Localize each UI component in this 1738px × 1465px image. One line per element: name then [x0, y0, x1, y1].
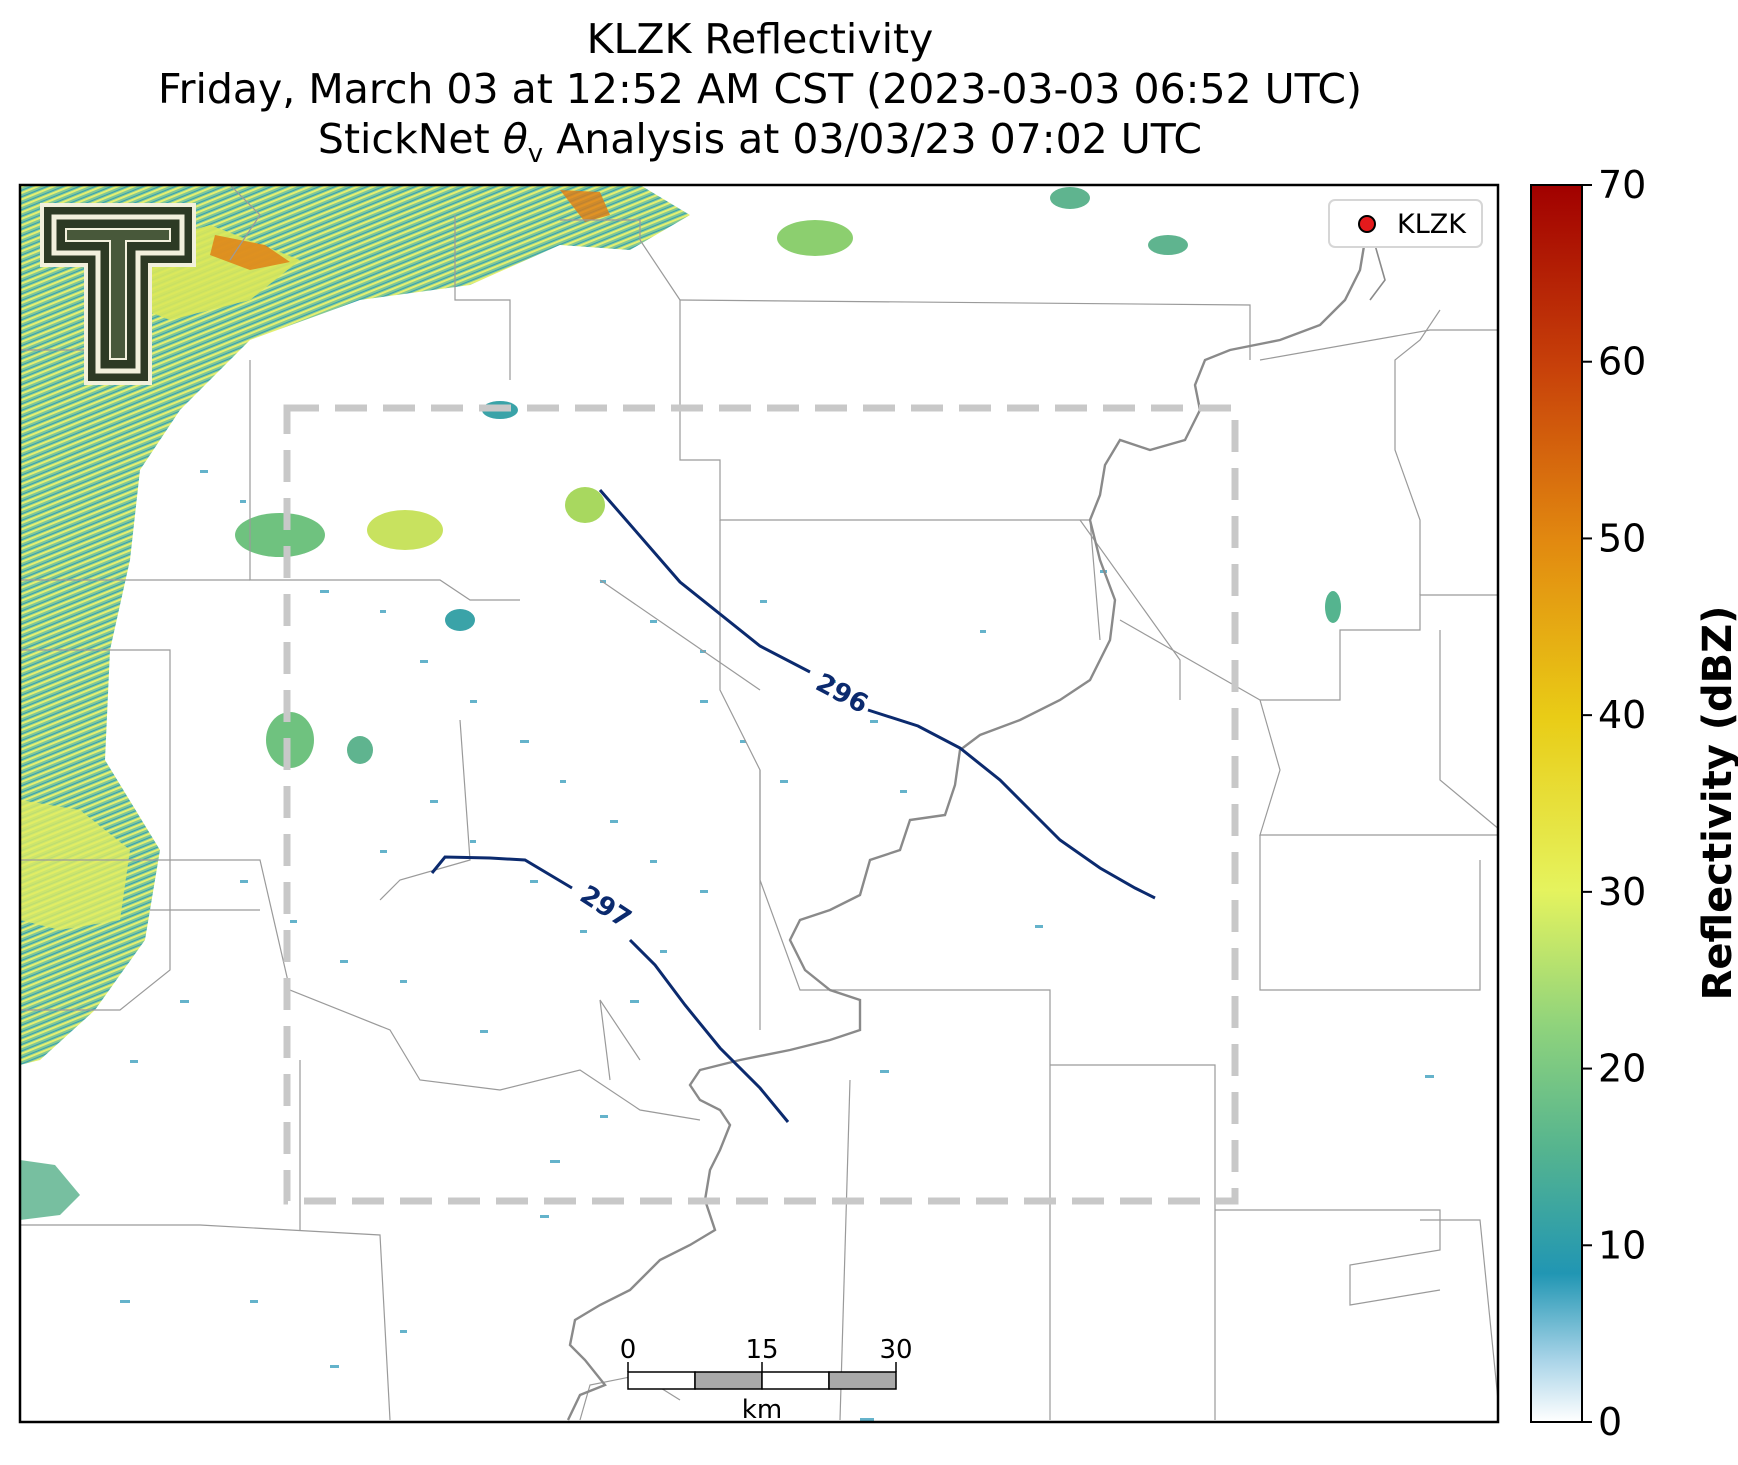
radar-cell: [565, 487, 605, 523]
scale-bar: 0 15 30 km: [620, 1335, 913, 1425]
legend-label: KLZK: [1397, 209, 1467, 240]
map-panel: 296 297 KLZK 0 15 30: [18, 183, 1500, 1425]
colorbar-tick-label: 30: [1598, 870, 1646, 914]
map-legend: KLZK: [1328, 199, 1483, 248]
colorbar-tick-label: 60: [1598, 340, 1646, 384]
klzk-marker-icon: [1358, 215, 1376, 233]
colorbar-tick-label: 40: [1598, 693, 1646, 737]
scale-segment: [694, 1371, 763, 1390]
colorbar-label: Reflectivity (dBZ): [1695, 605, 1738, 1001]
scale-tick-15: 15: [745, 1335, 778, 1365]
title-line-2: Friday, March 03 at 12:52 AM CST (2023-0…: [158, 65, 1362, 113]
radar-cell: [445, 609, 475, 631]
radar-cell: [777, 220, 853, 256]
colorbar-tick-label: 70: [1598, 163, 1646, 207]
radar-echo-core-red: [210, 235, 290, 270]
scale-unit: km: [742, 1395, 782, 1425]
state-boundary-river: [566, 219, 1386, 1421]
radar-echo-south: [20, 1160, 80, 1220]
radar-cell: [1050, 187, 1090, 209]
colorbar: 0 10 20 30 40 50 60 70: [1530, 163, 1646, 1444]
radar-cell: [367, 510, 443, 550]
colorbar-ticks: 0 10 20 30 40 50 60 70: [1582, 163, 1646, 1444]
scale-segment: [627, 1371, 696, 1390]
radar-cell: [235, 513, 325, 557]
texas-tech-double-t-logo: [40, 203, 196, 385]
contour-296-line: [598, 489, 1156, 900]
map-background: [20, 185, 1498, 1422]
analysis-domain-box: [283, 404, 1239, 1205]
colorbar-tick-label: 50: [1598, 516, 1646, 560]
colorbar-gradient: [1530, 184, 1583, 1423]
scale-tick-30: 30: [879, 1335, 912, 1365]
contour-297-line: [430, 855, 790, 1123]
radar-echo-west-band: [20, 800, 130, 930]
radar-cell: [347, 736, 373, 764]
title-line-3: StickNet θv Analysis at 03/03/23 07:02 U…: [317, 115, 1203, 170]
theta-v-contours: [430, 489, 1156, 1123]
colorbar-tick-label: 0: [1598, 1400, 1622, 1444]
figure-title: KLZK Reflectivity Friday, March 03 at 12…: [0, 14, 1520, 179]
scale-segment: [761, 1371, 830, 1390]
county-boundaries: [20, 185, 1498, 1421]
radar-cell: [1148, 235, 1188, 255]
legend-box: [1328, 199, 1483, 248]
colorbar-tick-label: 20: [1598, 1047, 1646, 1091]
scale-tick-0: 0: [620, 1335, 637, 1365]
title-line-1: KLZK Reflectivity: [586, 15, 934, 63]
radar-echo-core-top: [560, 190, 610, 222]
scale-segment: [828, 1371, 897, 1390]
colorbar-tick-label: 10: [1598, 1223, 1646, 1267]
map-frame: [18, 183, 1500, 1424]
radar-cell: [1325, 591, 1341, 623]
